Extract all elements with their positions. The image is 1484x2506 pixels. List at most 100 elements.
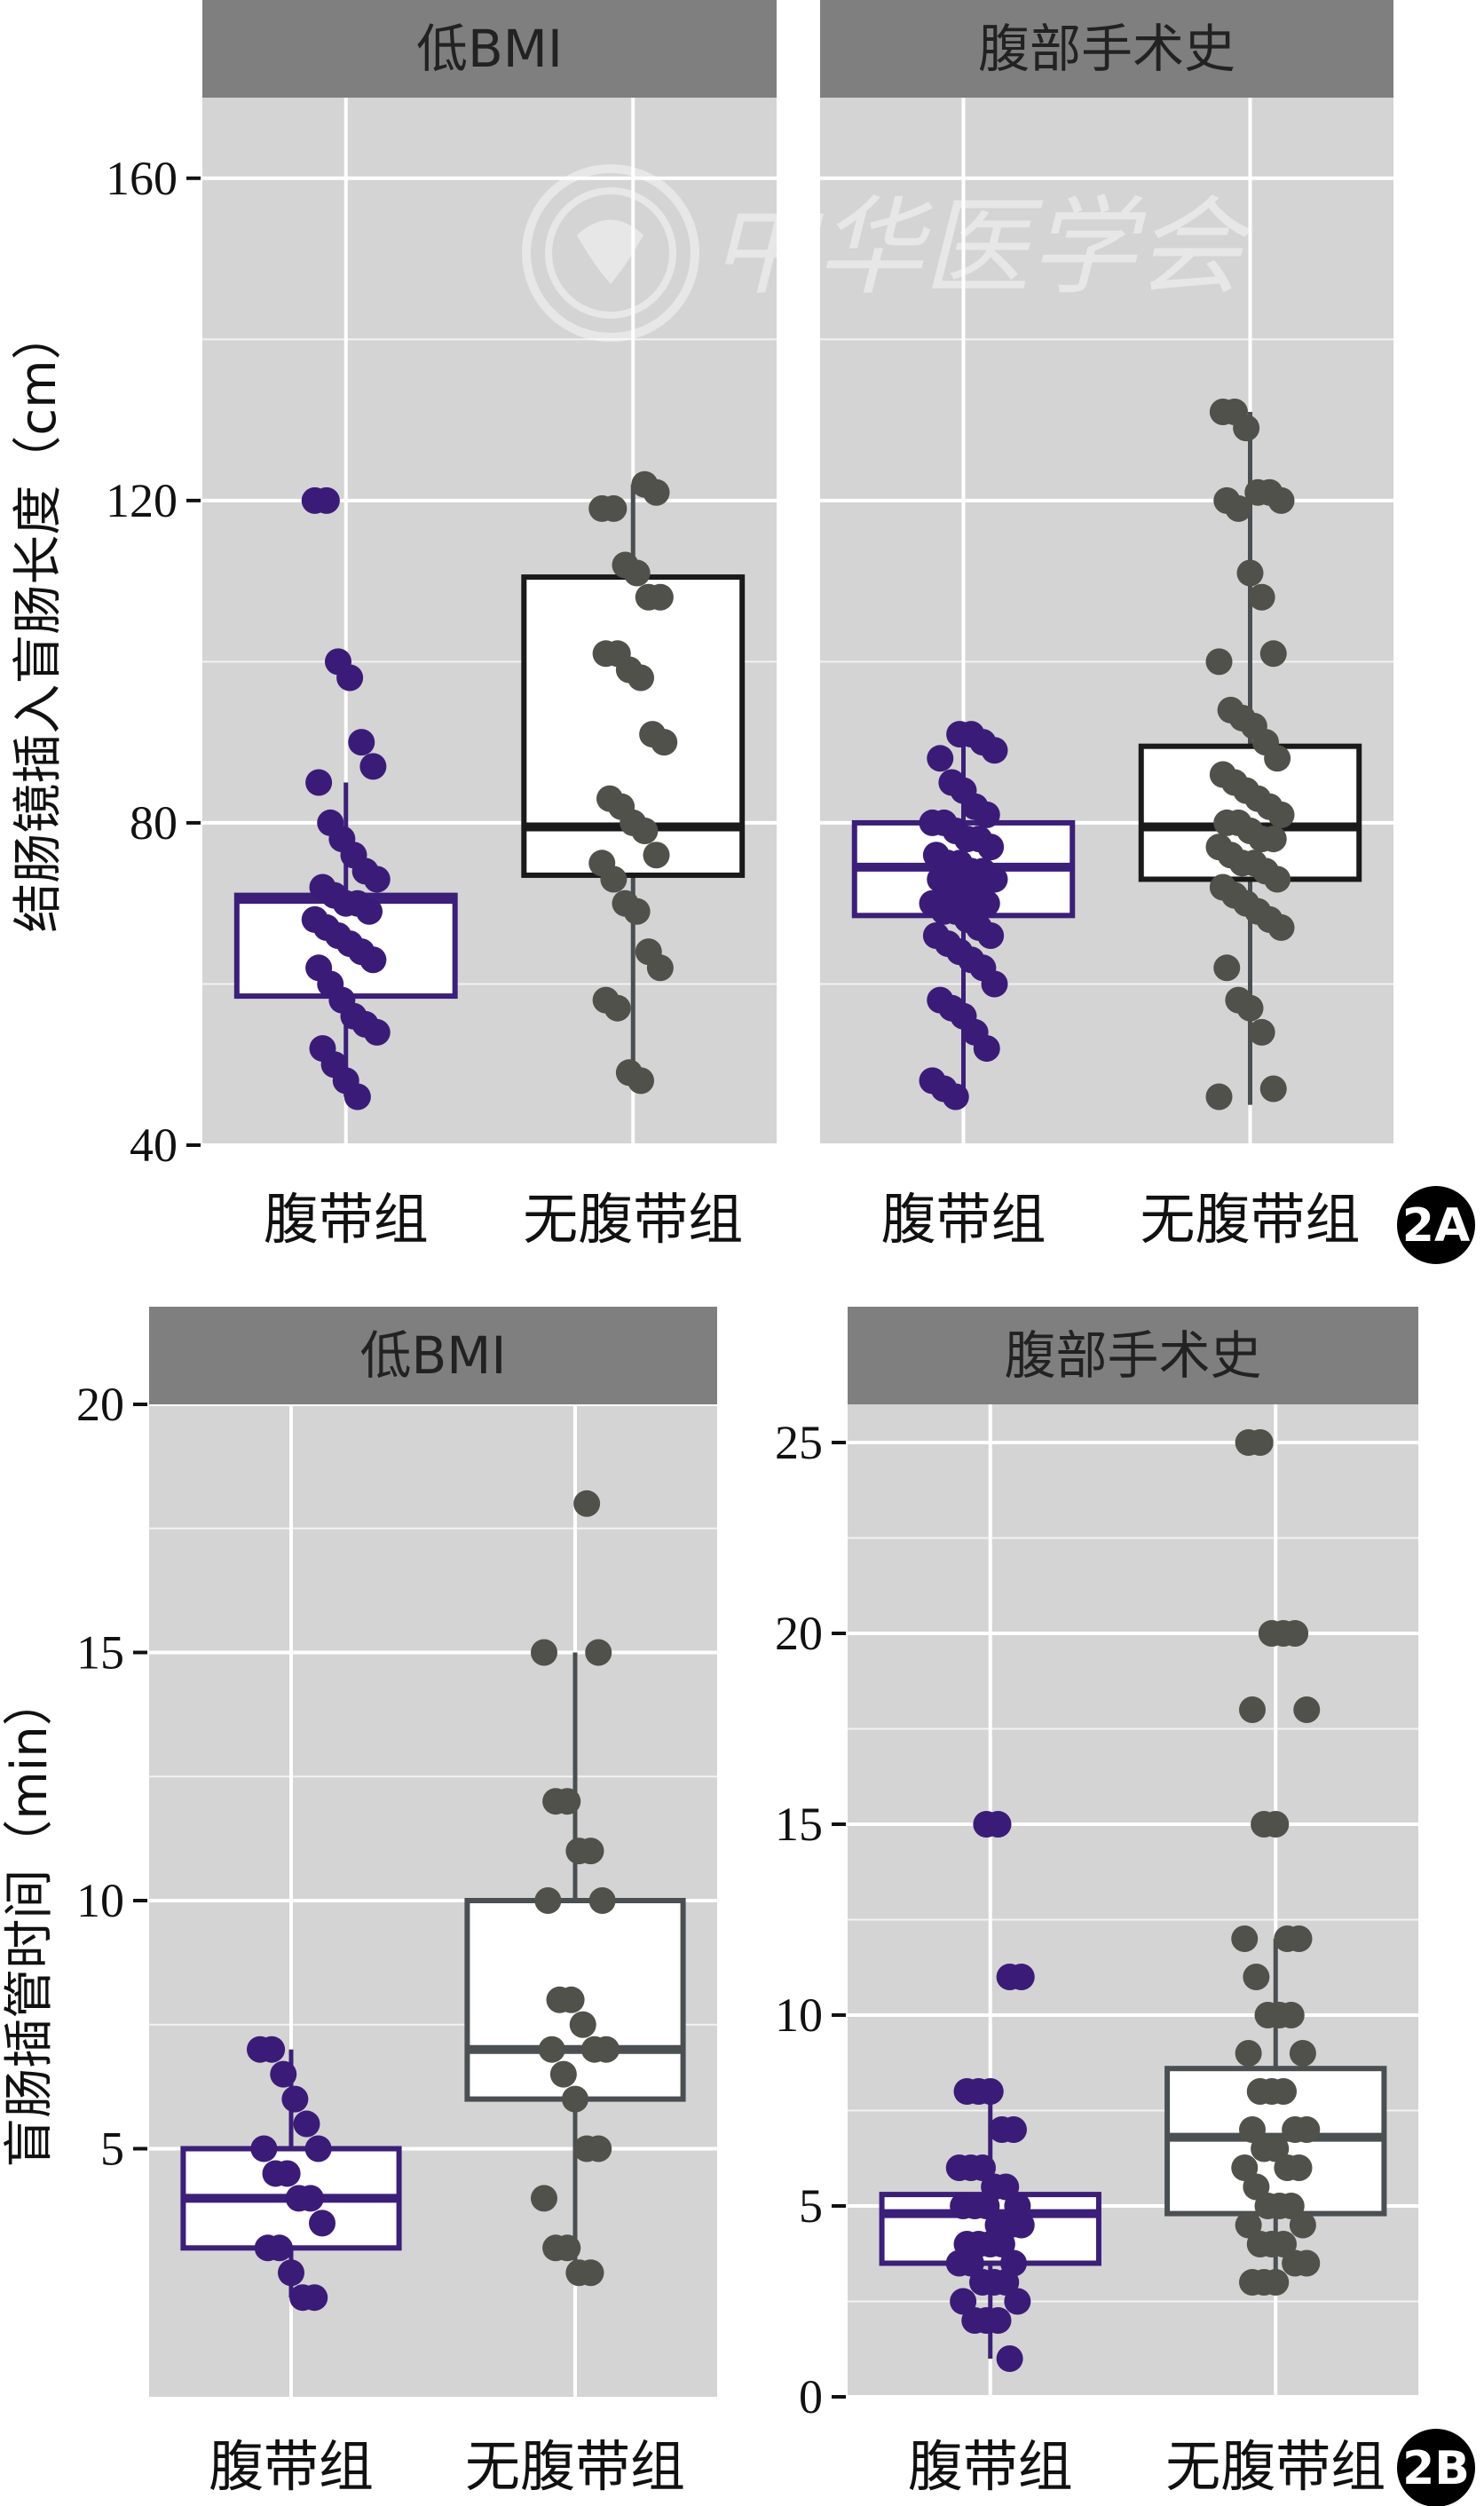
data-point xyxy=(1270,2231,1297,2257)
data-point xyxy=(623,559,651,587)
data-point xyxy=(1004,2288,1031,2315)
data-point xyxy=(1248,583,1275,611)
data-point xyxy=(973,2193,1000,2219)
data-point xyxy=(981,866,1008,893)
data-point xyxy=(981,970,1008,998)
data-point xyxy=(359,946,387,974)
x-category-label: 腹带组 xyxy=(264,1187,429,1252)
data-point xyxy=(1262,2269,1290,2296)
panel-background xyxy=(820,98,1393,1145)
data-point xyxy=(296,2185,324,2212)
data-point xyxy=(585,2135,612,2162)
data-point xyxy=(1236,559,1264,587)
data-point xyxy=(1289,2211,1316,2239)
data-point xyxy=(996,2345,1023,2372)
data-point xyxy=(1277,2002,1305,2028)
data-point xyxy=(554,1788,581,1815)
data-point xyxy=(309,2210,335,2237)
y-tick-label: 20 xyxy=(775,1607,823,1660)
data-point xyxy=(651,729,678,756)
data-point xyxy=(1235,2040,1262,2067)
data-point xyxy=(981,737,1008,764)
data-point xyxy=(1267,486,1295,514)
y-tick-label: 10 xyxy=(775,1988,823,2042)
x-category-label: 腹带组 xyxy=(209,2434,374,2499)
data-point xyxy=(1262,1811,1290,1838)
data-point xyxy=(1231,2154,1259,2181)
data-point xyxy=(927,745,954,772)
data-point xyxy=(336,664,364,692)
facet-strip xyxy=(202,0,777,98)
data-point xyxy=(957,2249,984,2277)
group-no-belt: 无腹带组 xyxy=(1138,399,1362,1252)
data-point xyxy=(976,2078,1004,2105)
facet-2B-2: 腹部手术史 0 5 10 15 20 25 腹带组 无腹带组 xyxy=(775,1307,1418,2499)
data-point xyxy=(1259,640,1287,668)
data-point xyxy=(1205,1083,1233,1111)
data-point xyxy=(988,2231,1015,2257)
facet-strip xyxy=(848,1307,1418,1404)
data-point xyxy=(273,2160,301,2187)
facet-strip xyxy=(149,1307,717,1404)
data-point xyxy=(1236,994,1264,1022)
group-belt: 腹带组 xyxy=(180,2036,402,2499)
data-point xyxy=(1000,2116,1027,2143)
panel-badge: 2B xyxy=(1397,2429,1475,2506)
facet-strip-label: 腹部手术史 xyxy=(1004,1325,1261,1386)
data-point xyxy=(1225,494,1252,522)
y-tick-label: 20 xyxy=(76,1378,124,1431)
data-point xyxy=(363,866,391,893)
data-point xyxy=(569,2011,596,2038)
data-point xyxy=(1289,2040,1316,2067)
data-point xyxy=(1239,2116,1266,2143)
y-axis-title: 结肠镜插入盲肠长度（cm） xyxy=(10,310,67,932)
y-tick-label: 25 xyxy=(775,1416,823,1469)
data-point xyxy=(623,897,651,925)
data-point xyxy=(1213,954,1241,982)
data-point xyxy=(1277,2193,1305,2219)
data-point xyxy=(942,1083,969,1111)
y-tick-label: 160 xyxy=(106,152,178,205)
data-point xyxy=(538,2036,565,2063)
badge-circle xyxy=(1397,2429,1475,2506)
watermark-seal-icon xyxy=(522,164,699,342)
y-tick-label: 5 xyxy=(100,2123,124,2176)
group-no-belt: 无腹带组 xyxy=(464,1490,686,2499)
x-category-label: 无腹带组 xyxy=(1140,1187,1360,1252)
data-point xyxy=(1267,801,1295,828)
watermark-text: 中华医学会 xyxy=(710,186,1252,310)
data-point xyxy=(1243,2173,1270,2201)
data-point xyxy=(1262,2135,1290,2162)
data-point xyxy=(1246,1429,1274,1456)
data-point xyxy=(973,801,1000,828)
data-point xyxy=(977,834,1005,861)
data-point xyxy=(977,922,1005,949)
data-point xyxy=(969,2154,996,2181)
data-point xyxy=(281,2085,309,2113)
y-tick-label: 40 xyxy=(130,1119,178,1172)
data-point xyxy=(1270,2078,1297,2105)
data-point xyxy=(270,2060,297,2088)
data-point xyxy=(992,2269,1020,2296)
chart-2B: 低BMI 5 10 15 20 腹带组 无腹带组 腹部手术史 0 5 10 15 20 25 腹带组 无腹带组… xyxy=(1,1307,1475,2506)
data-point xyxy=(265,2234,293,2262)
facet-strip-label: 腹部手术史 xyxy=(978,19,1235,79)
data-point xyxy=(343,1083,371,1111)
x-category-label: 无腹带组 xyxy=(465,2434,685,2499)
data-point xyxy=(554,2234,581,2262)
data-point xyxy=(1007,1964,1035,1990)
data-point xyxy=(984,2307,1012,2334)
facet-strip xyxy=(820,0,1393,98)
data-point xyxy=(1007,2211,1035,2239)
group-no-belt: 无腹带组 xyxy=(521,470,746,1252)
data-point xyxy=(258,2036,286,2063)
data-point xyxy=(359,753,387,780)
group-no-belt: 无腹带组 xyxy=(1164,1429,1387,2499)
data-point xyxy=(950,2288,977,2315)
data-point xyxy=(1205,648,1233,676)
data-point xyxy=(1264,745,1291,772)
badge-circle xyxy=(1397,1186,1475,1264)
facet-strip-label: 低BMI xyxy=(416,19,563,79)
